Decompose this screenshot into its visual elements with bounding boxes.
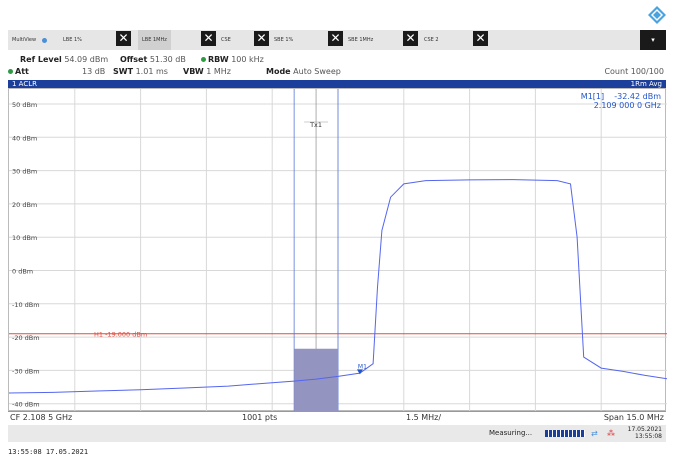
marker-frequency: 2.109 000 0 GHz [593, 101, 661, 110]
tab-cse-2[interactable]: CSE 2 [424, 37, 439, 43]
offset-value[interactable]: 51.30 dB [149, 55, 186, 64]
measuring-status: Measuring... [489, 429, 533, 437]
sweep-count: Count 100/100 [604, 67, 664, 76]
tab-sbe-1pct[interactable]: SBE 1% [274, 37, 294, 43]
att-label: Att [15, 67, 29, 76]
offset-label: Offset [120, 55, 148, 64]
vbw-value[interactable]: 1 MHz [206, 67, 231, 76]
rbw-label: RBW [208, 55, 229, 64]
menu-button[interactable]: ▾ [640, 30, 666, 50]
progress-bar [545, 430, 585, 437]
marker-label: M1[1] [580, 92, 605, 101]
swt-value[interactable]: 1.01 ms [135, 67, 168, 76]
y-tick-label: -20 dBm [12, 334, 40, 342]
att-status-dot-icon [8, 69, 13, 74]
y-tick-label: -40 dBm [12, 401, 40, 409]
swt-label: SWT [113, 67, 134, 76]
status-time: 13:55:08 [635, 433, 662, 440]
marker-m1-tag: M1 [358, 363, 367, 370]
status-bar: Measuring... ⇄ ⁂ 17.05.2021 13:55:08 [8, 425, 666, 442]
marker-level: -32.42 dBm [614, 92, 661, 101]
plot-footer: CF 2.108 5 GHz 1001 pts 1.5 MHz/ Span 15… [8, 411, 666, 424]
vbw-label: VBW [183, 67, 204, 76]
mode-label: Mode [266, 67, 291, 76]
network-icon: ⇄ [591, 429, 598, 438]
tab-bar: MultiView LBE 1% ✕ LBE 1MHz ✕ CSE ✕ SBE … [8, 30, 666, 50]
close-icon[interactable]: ✕ [473, 31, 488, 46]
y-tick-label: 50 dBm [12, 101, 37, 109]
spectrum-chart: 50 dBm 40 dBm 30 dBm 20 dBm 10 dBm 0 dBm -10 d… [9, 89, 667, 412]
mode-value[interactable]: Auto Sweep [293, 67, 341, 76]
tab-lbe-1pct[interactable]: LBE 1% [63, 37, 82, 43]
y-tick-label: -30 dBm [12, 367, 40, 375]
rbw-status-dot-icon [201, 57, 206, 62]
limit-line-label: H1 -19.000 dBm [94, 330, 147, 338]
close-icon[interactable]: ✕ [254, 31, 269, 46]
marker-m1-icon [356, 369, 363, 375]
close-icon[interactable]: ✕ [116, 31, 131, 46]
tx-channel-label: Tx1 [309, 121, 322, 129]
y-tick-label: 30 dBm [12, 168, 37, 176]
ref-level-value[interactable]: 54.09 dBm [64, 55, 109, 64]
status-datetime: 17.05.2021 13:55:08 [628, 426, 662, 440]
tab-lbe-1mhz[interactable]: LBE 1MHz [138, 30, 171, 50]
y-tick-label: 20 dBm [12, 201, 37, 209]
detector-badge: 1Rm Avg [630, 80, 662, 88]
trace-title: 1 ACLR [12, 80, 37, 88]
span-per-division: 1.5 MHz/ [406, 413, 442, 422]
y-tick-label: 0 dBm [12, 268, 33, 276]
close-icon[interactable]: ✕ [328, 31, 343, 46]
spectrum-trace [9, 179, 667, 394]
close-icon[interactable]: ✕ [403, 31, 418, 46]
warning-icon: ⁂ [607, 429, 615, 438]
y-tick-label: 10 dBm [12, 234, 37, 242]
sweep-points: 1001 pts [242, 413, 278, 422]
tab-multiview[interactable]: MultiView [12, 30, 48, 50]
trace-header: 1 ACLR 1Rm Avg [8, 80, 666, 88]
rs-diamond-icon [648, 6, 666, 24]
close-icon[interactable]: ✕ [201, 31, 216, 46]
spectrum-plot[interactable]: 50 dBm 40 dBm 30 dBm 20 dBm 10 dBm 0 dBm -10 d… [8, 88, 667, 412]
capture-timestamp: 13:55:08 17.05.2021 [8, 448, 89, 456]
rbw-value[interactable]: 100 kHz [231, 55, 264, 64]
status-date: 17.05.2021 [627, 426, 662, 433]
att-value[interactable]: 13 dB [82, 67, 106, 76]
multiview-dot-icon [42, 37, 48, 43]
settings-row-1: Ref Level 54.09 dBm Offset 51.30 dB RBW … [8, 54, 666, 66]
y-tick-label: -10 dBm [12, 301, 40, 309]
marker-info: M1[1] -32.42 dBm 2.109 000 0 GHz [581, 92, 661, 110]
ref-level-label: Ref Level [20, 55, 62, 64]
settings-row-2: Att 13 dB SWT 1.01 ms VBW 1 MHz Mode Aut… [8, 66, 666, 78]
span-value: Span 15.0 MHz [603, 413, 664, 422]
tab-sbe-1mhz[interactable]: SBE 1MHz [348, 37, 374, 43]
tab-cse[interactable]: CSE [221, 37, 231, 43]
y-tick-label: 40 dBm [12, 134, 37, 142]
center-frequency: CF 2.108 5 GHz [10, 413, 73, 422]
